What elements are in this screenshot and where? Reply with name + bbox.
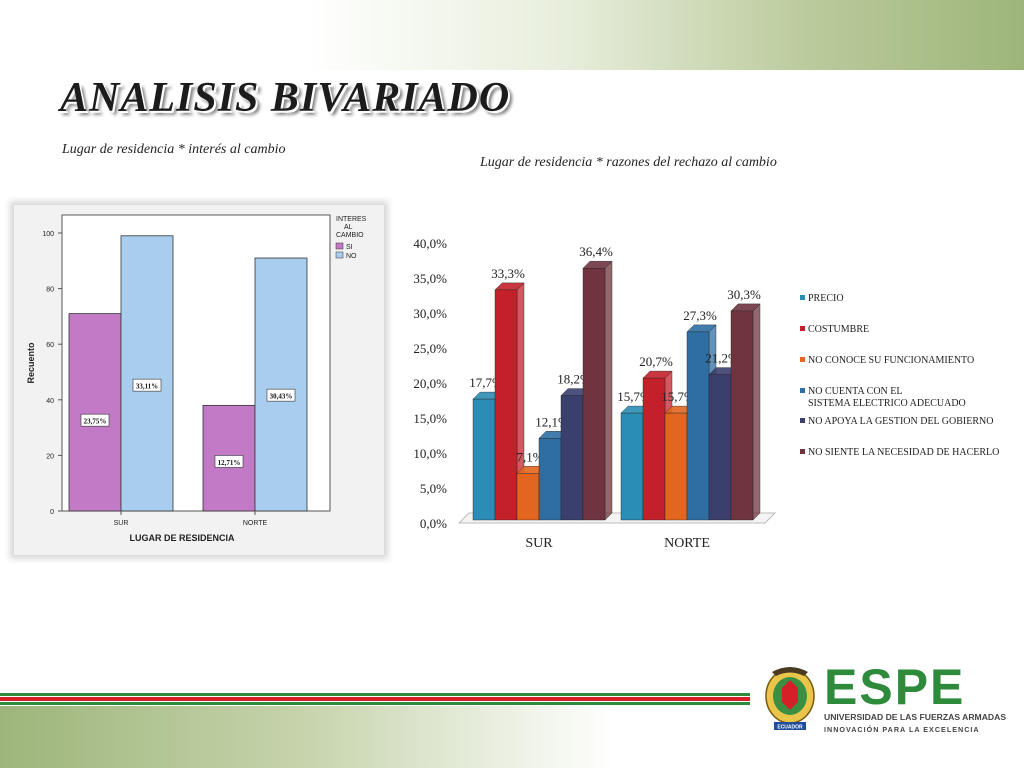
- bar-sur-5: [582, 260, 613, 521]
- top-gradient-bar: [0, 0, 1024, 70]
- bar-front: [538, 438, 562, 521]
- y-tick-label: 10,0%: [413, 446, 447, 461]
- right-chart-subtitle: Lugar de residencia * razones del rechaz…: [480, 155, 777, 170]
- bar-front: [664, 412, 688, 521]
- legend-swatch: [800, 326, 805, 331]
- bar-sur-no: [120, 235, 174, 512]
- y-tick-label: 60: [46, 342, 54, 349]
- espe-emblem-icon: ECUADOR ESPE UNIVERSIDAD DE LAS FUERZAS …: [765, 659, 1006, 734]
- y-tick-label: 80: [46, 287, 54, 294]
- data-label: 15,7%: [661, 389, 695, 404]
- legend-swatch: [800, 388, 805, 393]
- legend-label: SI: [346, 244, 353, 251]
- left-chart-panel: 0 20 40 60 80 100 Recuento 23,75% 33,11% SUR 12,71…: [14, 205, 384, 555]
- data-label: 30,43%: [270, 393, 293, 401]
- data-label: 20,7%: [639, 354, 673, 369]
- y-tick-label: 0,0%: [420, 516, 447, 531]
- x-tick-label: SUR: [525, 536, 553, 551]
- legend-swatch: [800, 357, 805, 362]
- y-tick-label: 40: [46, 398, 54, 405]
- y-tick-label: 40,0%: [413, 236, 447, 251]
- legend-title: CAMBIO: [336, 232, 364, 239]
- legend-label: PRECIO: [808, 293, 844, 304]
- bar-front: [730, 310, 754, 521]
- y-tick-label: 25,0%: [413, 341, 447, 356]
- data-label: 27,3%: [683, 308, 717, 323]
- legend-title: INTERES: [336, 216, 367, 223]
- x-tick-label: NORTE: [664, 536, 710, 551]
- bottom-gradient-bar: [0, 706, 1024, 768]
- logo-line1: UNIVERSIDAD DE LAS FUERZAS ARMADAS: [824, 712, 1006, 722]
- data-label: 17,7%: [469, 375, 503, 390]
- legend-title: AL: [344, 224, 353, 231]
- right-3d-bar-chart: 0,0% 5,0% 10,0% 15,0% 20,0% 25,0% 30,0% 35,0% 40…: [413, 236, 999, 551]
- legend-swatch: [800, 295, 805, 300]
- y-tick-label: 20: [46, 453, 54, 460]
- legend-label: SISTEMA ELECTRICO ADECUADO: [808, 398, 966, 409]
- y-tick-label: 5,0%: [420, 481, 447, 496]
- left-bar-chart: 0 20 40 60 80 100 Recuento 23,75% 33,11% SUR 12,71…: [26, 214, 367, 543]
- x-tick-label: SUR: [114, 520, 129, 527]
- legend-label: NO SIENTE LA NECESIDAD DE HACERLO: [808, 447, 999, 458]
- data-label: 15,7%: [617, 389, 651, 404]
- bar-side: [604, 260, 613, 521]
- espe-logo: ECUADOR ESPE UNIVERSIDAD DE LAS FUERZAS …: [760, 659, 1015, 740]
- bar-front: [560, 395, 584, 521]
- bar-front: [494, 289, 518, 521]
- flag-stripe: [0, 693, 750, 706]
- x-axis-label: LUGAR DE RESIDENCIA: [129, 533, 235, 543]
- bar-sur-si: [68, 313, 122, 512]
- data-label: 36,4%: [579, 244, 613, 259]
- legend-label: COSTUMBRE: [808, 324, 869, 335]
- bar-norte-5: [730, 303, 761, 521]
- bar-front: [620, 412, 644, 521]
- emblem-text: ECUADOR: [777, 725, 803, 731]
- data-label-box: [132, 378, 162, 392]
- data-label: 7,1%: [516, 449, 543, 464]
- bar-side: [752, 303, 761, 521]
- data-label-box: [214, 455, 244, 468]
- legend-label: NO CUENTA CON EL: [808, 386, 902, 397]
- logo-line2: INNOVACIÓN PARA LA EXCELENCIA: [824, 725, 980, 734]
- data-label: 18,2%: [557, 372, 591, 387]
- x-tick-label: NORTE: [243, 520, 268, 527]
- data-label: 33,11%: [136, 383, 158, 391]
- data-label: 21,2%: [705, 351, 739, 366]
- bar-front: [516, 473, 540, 521]
- bar-sur-1: [494, 282, 525, 521]
- y-tick-label: 30,0%: [413, 306, 447, 321]
- data-label-box: [266, 388, 296, 402]
- bar-front: [472, 398, 496, 521]
- bar-front: [582, 268, 606, 521]
- y-tick-label: 35,0%: [413, 271, 447, 286]
- slide-title: ANALISIS BIVARIADO: [60, 75, 511, 121]
- logo-wordmark: ESPE: [824, 660, 965, 715]
- legend-swatch: [335, 242, 344, 250]
- y-tick-label: 20,0%: [413, 376, 447, 391]
- left-chart-subtitle: Lugar de residencia * interés al cambio: [62, 142, 286, 157]
- legend-swatch: [800, 449, 805, 454]
- bar-front: [708, 374, 732, 521]
- legend-swatch: [335, 251, 344, 259]
- data-label: 23,75%: [84, 418, 107, 426]
- y-tick-label: 0: [50, 509, 54, 516]
- data-label: 12,71%: [218, 459, 241, 467]
- y-axis-label: Recuento: [26, 342, 36, 384]
- y-tick-label: 100: [42, 231, 54, 238]
- data-label: 30,3%: [727, 287, 761, 302]
- legend-label: NO: [346, 253, 357, 260]
- data-label: 33,3%: [491, 266, 525, 281]
- legend-label: NO CONOCE SU FUNCIONAMIENTO: [808, 355, 974, 366]
- legend-swatch: [800, 418, 805, 423]
- y-tick-label: 15,0%: [413, 411, 447, 426]
- data-label: 12,1%: [535, 414, 569, 429]
- bar-norte-no: [254, 257, 308, 512]
- legend-label: NO APOYA LA GESTION DEL GOBIERNO: [808, 416, 993, 427]
- data-label-box: [80, 413, 110, 427]
